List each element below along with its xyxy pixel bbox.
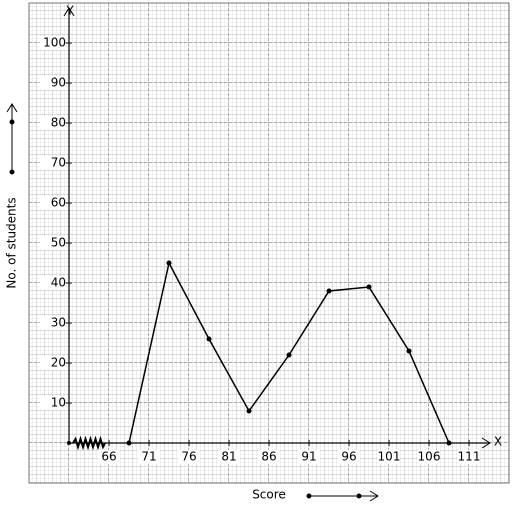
x-tick-label-bg bbox=[298, 450, 320, 464]
x-tick-label-bg bbox=[218, 450, 240, 464]
y-tick-label-bg bbox=[40, 316, 65, 330]
data-point bbox=[206, 336, 212, 342]
y-tick-label: 60 bbox=[51, 196, 66, 210]
y-tick-label-bg bbox=[40, 76, 65, 90]
x-tick-label-bg bbox=[138, 450, 160, 464]
y-tick-label-bg bbox=[40, 156, 65, 170]
x-tick-label-bg bbox=[98, 450, 120, 464]
x-axis-label: Score bbox=[252, 488, 286, 502]
x-tick-label-bg bbox=[418, 450, 440, 464]
y-tick-label: 30 bbox=[51, 316, 66, 330]
y-tick-label-bg bbox=[40, 196, 65, 210]
x-tick-label: 96 bbox=[341, 450, 356, 464]
x-tick-label: 66 bbox=[101, 450, 116, 464]
data-point bbox=[406, 348, 412, 354]
y-tick-label: 40 bbox=[51, 276, 66, 290]
x-tick-label: 106 bbox=[418, 450, 441, 464]
x-tick-label: 91 bbox=[301, 450, 316, 464]
y-tick-label: 20 bbox=[51, 356, 66, 370]
x-tick-label-bg bbox=[258, 450, 280, 464]
x-axis-name: X bbox=[494, 435, 502, 449]
x-tick-label: 71 bbox=[141, 450, 156, 464]
graph-paper bbox=[28, 2, 510, 484]
y-tick-label-bg bbox=[40, 276, 65, 290]
y-axis-label: No. of students bbox=[5, 197, 19, 288]
data-point bbox=[166, 260, 172, 266]
x-tick-label: 86 bbox=[261, 450, 276, 464]
x-tick-label-bg bbox=[458, 450, 480, 464]
origin-dot bbox=[67, 441, 71, 445]
y-axis-name: Y bbox=[65, 4, 74, 18]
data-point bbox=[326, 288, 332, 294]
y-tick-label: 10 bbox=[51, 396, 66, 410]
x-tick-label-bg bbox=[338, 450, 360, 464]
data-point bbox=[446, 440, 452, 446]
data-point bbox=[246, 408, 252, 414]
x-tick-label: 101 bbox=[378, 450, 401, 464]
x-tick-label: 76 bbox=[181, 450, 196, 464]
y-tick-label: 70 bbox=[51, 156, 66, 170]
x-tick-label-bg bbox=[178, 450, 200, 464]
y-tick-label-bg bbox=[40, 356, 65, 370]
y-tick-label-bg bbox=[40, 236, 65, 250]
x-tick-label: 81 bbox=[221, 450, 236, 464]
y-tick-label: 80 bbox=[51, 116, 66, 130]
data-point bbox=[286, 352, 292, 358]
y-tick-label: 50 bbox=[51, 236, 66, 250]
x-tick-label: 111 bbox=[458, 450, 481, 464]
y-tick-label-bg bbox=[40, 36, 65, 50]
x-tick-label-bg bbox=[378, 450, 400, 464]
y-tick-label-bg bbox=[40, 116, 65, 130]
data-point bbox=[126, 440, 132, 446]
y-tick-label: 100 bbox=[43, 36, 66, 50]
y-tick-label: 90 bbox=[51, 76, 66, 90]
data-point bbox=[366, 284, 372, 290]
direction-arrows bbox=[6, 103, 379, 502]
y-axis-arrow bbox=[63, 7, 75, 17]
x-axis-arrow bbox=[481, 437, 491, 449]
y-tick-label-bg bbox=[40, 396, 65, 410]
